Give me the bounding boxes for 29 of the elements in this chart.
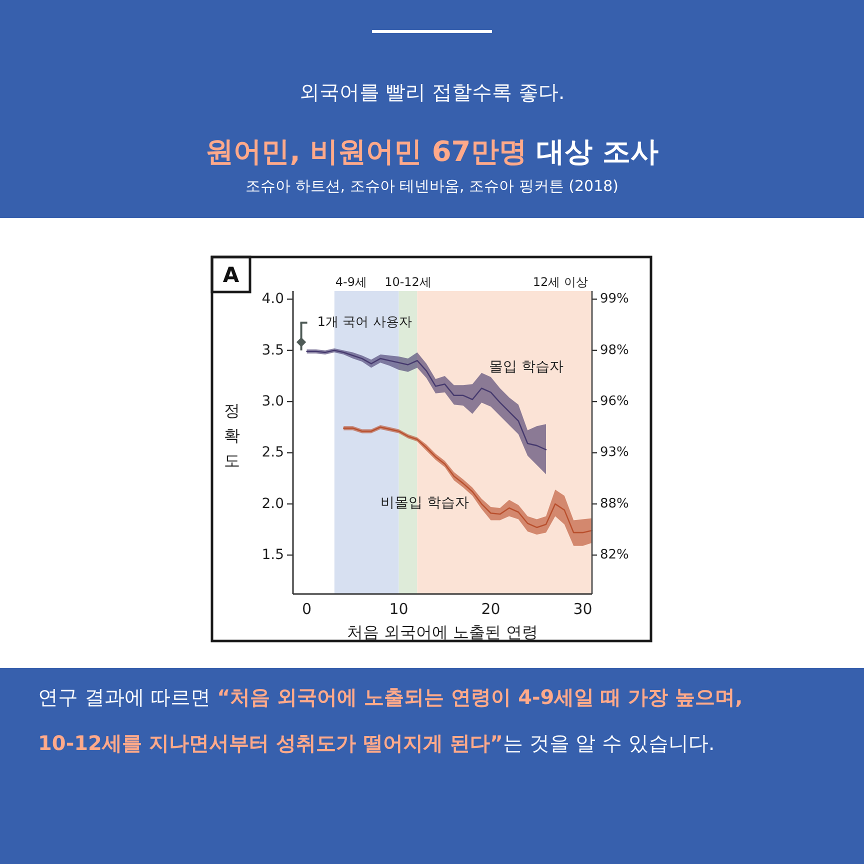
x-tick-label: 10 <box>389 600 408 618</box>
x-tick-label: 0 <box>302 600 312 618</box>
series-label: 몰입 학습자 <box>488 358 564 375</box>
x-tick-label: 20 <box>481 600 500 618</box>
category-label: 99% <box>600 292 629 307</box>
y-tick-label: 1.5 <box>262 547 284 564</box>
y-tick-label: 4.0 <box>262 291 284 308</box>
band-label: 12세 이상 <box>532 275 588 289</box>
x-axis-title: 처음 외국어에 노출된 연령 <box>346 622 538 642</box>
series-label: 비몰입 학습자 <box>380 495 470 512</box>
category-label: 96% <box>600 394 629 410</box>
category-label: 82% <box>600 548 629 563</box>
legend-label: 1개 국어 사용자 <box>317 315 412 330</box>
chart-title: 원어민, 비원어민 67만명 대상 조사 <box>206 135 658 168</box>
chart-subtitle: 조슈아 하트션, 조슈아 테넨바움, 조슈아 핑커튼 (2018) <box>244 177 620 195</box>
text: 연구 결과에 따르면 “처음 외국어에 노출되는 연령이 4-9세일 때 가장 높으며, 10-12세를 지나면서부터 성취도가 떨어지게 된다”는 것을 알 수 있습니다. <box>38 685 743 755</box>
category-label: 93% <box>600 445 629 460</box>
y-tick-label: 2.0 <box>262 496 284 512</box>
y-tick-label: 2.5 <box>262 444 284 461</box>
x-tick-label: 30 <box>573 600 592 618</box>
y-axis-title: 정확도 <box>224 401 240 470</box>
category-label: 88% <box>600 496 629 512</box>
text: A <box>222 263 240 287</box>
category-label: 98% <box>600 342 629 358</box>
y-tick-label: 3.0 <box>262 394 284 410</box>
band-label: 10-12세 <box>384 275 432 289</box>
y-tick-label: 3.5 <box>262 342 284 358</box>
text: 외국어를 빨리 접할수록 좋다. <box>298 80 566 104</box>
band-label: 4-9세 <box>335 275 368 289</box>
